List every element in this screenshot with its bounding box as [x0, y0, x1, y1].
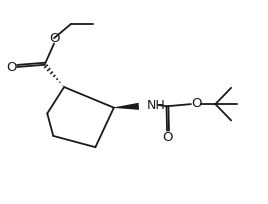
Text: O: O [7, 61, 17, 74]
Text: O: O [162, 131, 172, 143]
Text: O: O [49, 32, 60, 45]
Polygon shape [114, 103, 139, 110]
Text: NH: NH [147, 99, 166, 112]
Text: O: O [191, 96, 202, 110]
